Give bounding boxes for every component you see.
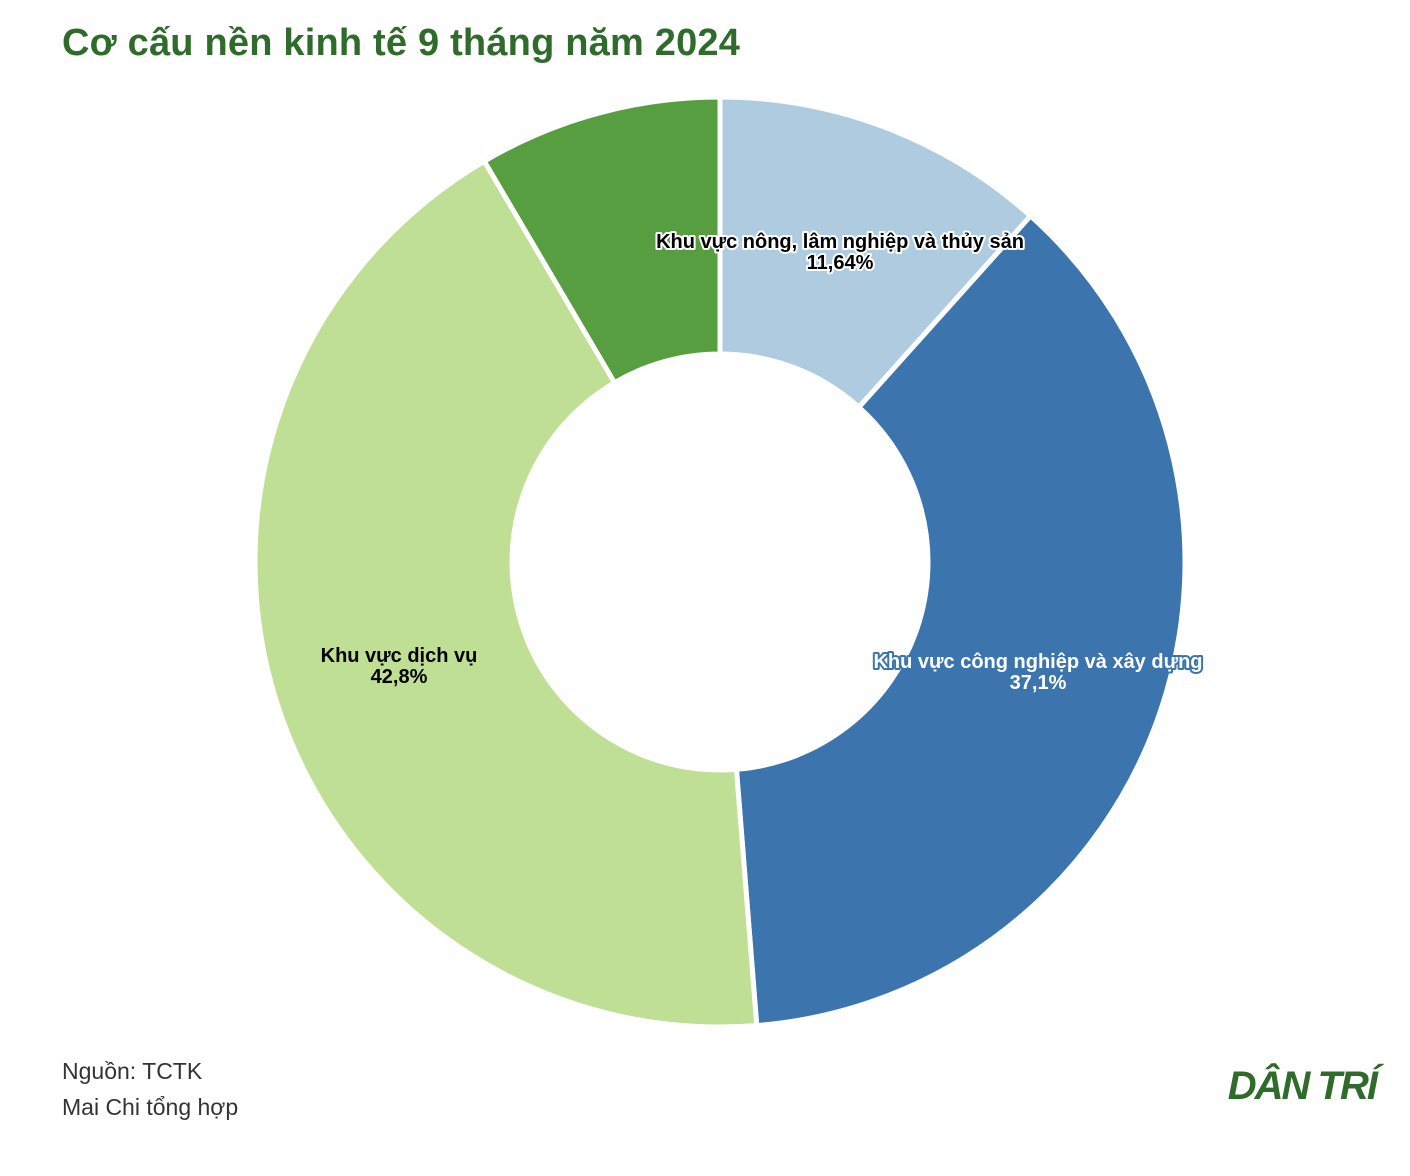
chart-title: Cơ cấu nền kinh tế 9 tháng năm 2024 — [62, 22, 741, 64]
author-note: Mai Chi tổng hợp — [62, 1094, 239, 1120]
source-note: Nguồn: TCTK — [62, 1058, 203, 1084]
slice-name-label-2: Khu vực dịch vụ — [321, 645, 478, 667]
donut-slice-3 — [481, 94, 723, 386]
donut-slice-0 — [717, 94, 1034, 410]
slice-value-label-2: 42,8% — [371, 666, 428, 688]
slice-value-label-0: 11,64% — [807, 252, 874, 274]
dantri-logo: DÂN TRÍ — [1227, 1064, 1378, 1108]
donut-slice-2 — [252, 158, 760, 1030]
slice-name-label-0: Khu vực nông, lâm nghiệp và thủy sản — [656, 231, 1024, 253]
slice-value-label-1: 37,1% — [1010, 672, 1067, 694]
slice-name-label-1: Khu vực công nghiệp và xây dựng — [873, 651, 1202, 673]
donut-slice-1 — [733, 213, 1188, 1029]
